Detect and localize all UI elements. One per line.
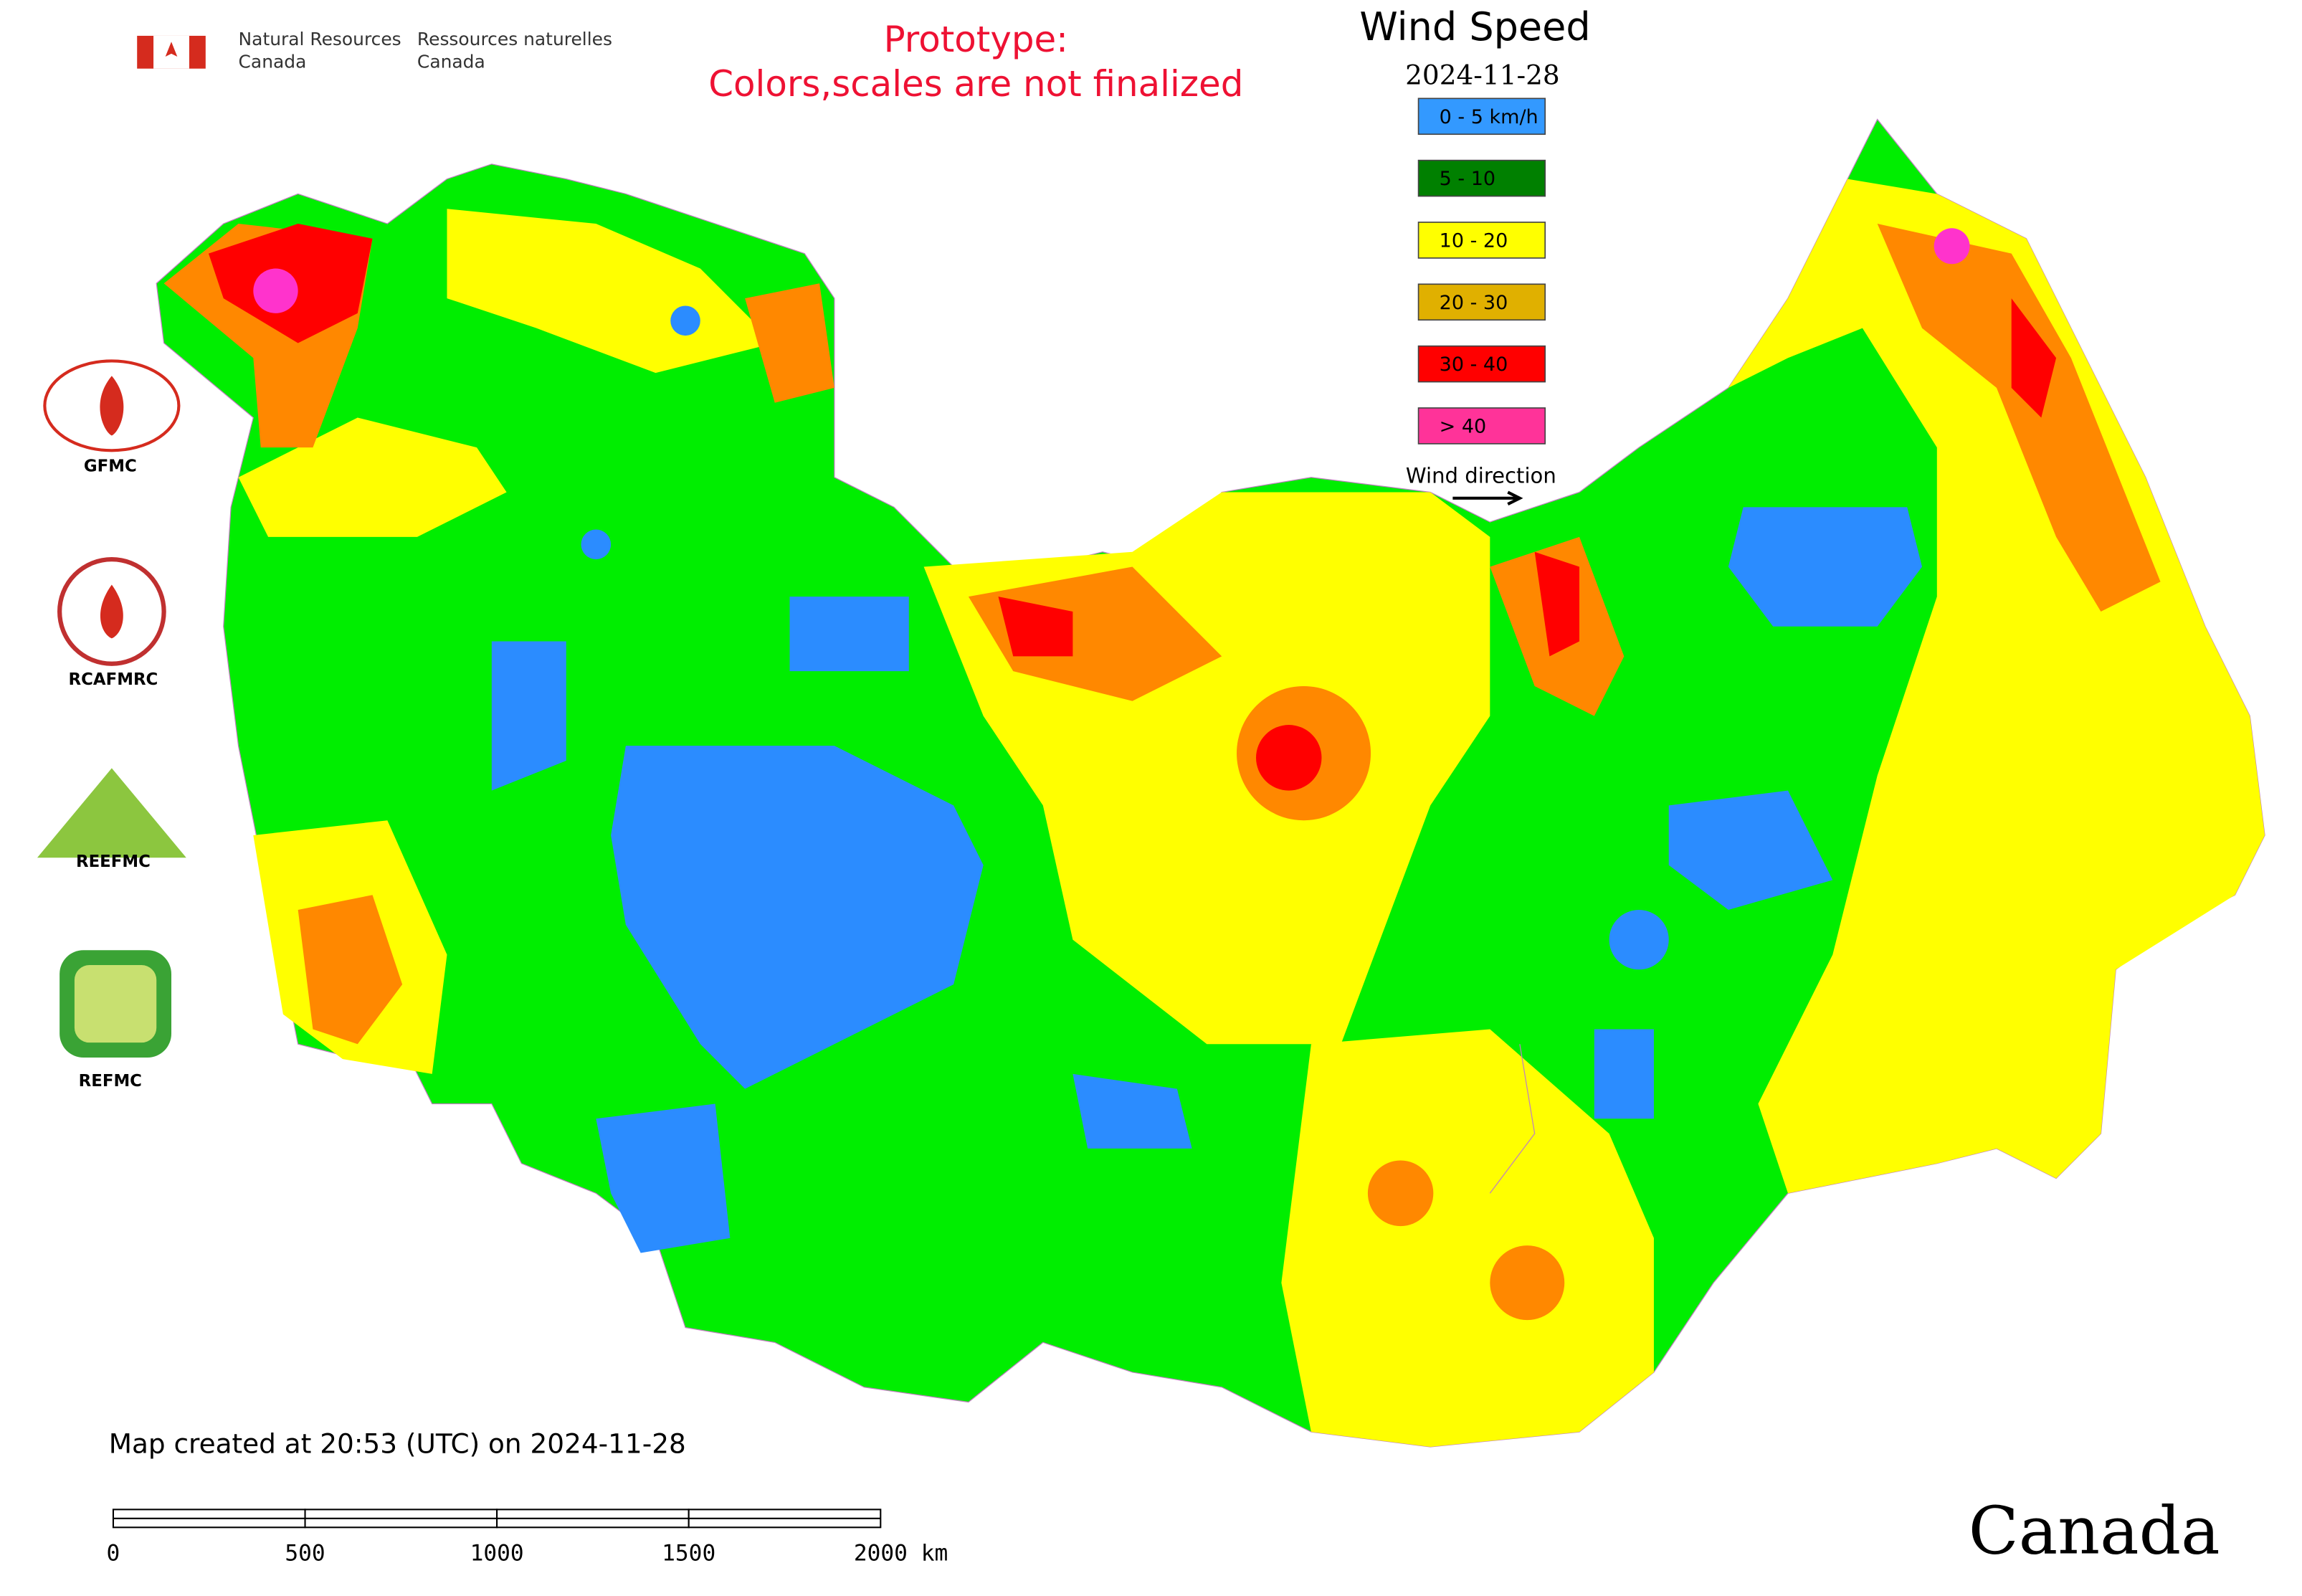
region-blue	[596, 1103, 731, 1253]
scale-label: 500	[285, 1541, 325, 1567]
logo-label: RCAFMRC	[69, 670, 158, 689]
region-magenta	[253, 268, 298, 313]
region-blue	[581, 529, 612, 560]
region-yellow	[238, 417, 507, 537]
map	[156, 118, 2265, 1448]
notice: Colors,scales are not finalized	[708, 63, 1243, 105]
region-orange	[298, 895, 403, 1045]
scale-bar: 0 500 1000 1500 2000 km	[107, 1509, 948, 1567]
legend-label: 0 - 5 km/h	[1440, 106, 1538, 128]
region-red	[1534, 551, 1580, 657]
legend-title: Wind Speed	[1359, 4, 1590, 49]
direction-arrow	[1452, 490, 1523, 506]
region-magenta	[1934, 228, 1970, 265]
region-yellow	[1728, 179, 2265, 1194]
logo-reefmc	[37, 768, 186, 858]
region-orange	[745, 283, 834, 403]
agency-fr: Canada	[417, 51, 485, 72]
timestamp: Map created at 20:53 (UTC) on 2024-11-28	[109, 1428, 686, 1459]
region-blue	[670, 305, 700, 336]
region-blue	[1728, 507, 1923, 627]
coast	[1489, 1044, 1536, 1194]
legend-label: 10 - 20	[1440, 230, 1508, 252]
legend-swatch	[1417, 98, 1546, 136]
legend-date: 2024-11-28	[1405, 60, 1560, 91]
logo-refmc	[74, 965, 157, 1043]
scale-label: 0	[107, 1541, 120, 1567]
scale-label: 2000 km	[854, 1541, 948, 1567]
direction-label: Wind direction	[1406, 464, 1556, 488]
logo-rcafmrc	[100, 584, 123, 639]
logo-label: REEFMC	[76, 852, 151, 871]
logo-label: GFMC	[84, 457, 137, 476]
legend-swatch	[1417, 407, 1546, 445]
region-yellow	[1281, 1029, 1654, 1447]
agency-en: Canada	[239, 51, 307, 72]
wordmark: Canada	[1969, 1493, 2220, 1569]
agency-en: Natural Resources	[239, 29, 401, 49]
region-orange	[1490, 1245, 1565, 1321]
region-blue	[1609, 910, 1669, 970]
scale-label: 1000	[470, 1541, 524, 1567]
logo-gfmc	[100, 376, 124, 436]
logos: GFMC RCAFMRC REEFMC REFMC	[37, 359, 186, 1091]
legend-swatch	[1417, 222, 1546, 259]
region-blue	[1594, 1029, 1654, 1119]
legend-label: 20 - 30	[1440, 292, 1508, 314]
legend-swatch	[1417, 159, 1546, 197]
region-orange	[1367, 1160, 1434, 1227]
region-orange	[1877, 224, 2161, 612]
legend-label: 30 - 40	[1440, 353, 1508, 376]
region-blue	[491, 641, 566, 791]
region-red	[2011, 298, 2057, 418]
scale-label: 1500	[662, 1541, 715, 1567]
region-blue	[1072, 1073, 1192, 1149]
agency-signature: Natural Resources Canada Ressources natu…	[137, 29, 612, 72]
region-blue	[611, 746, 984, 1089]
notice: Prototype:	[884, 19, 1068, 60]
region-blue	[789, 597, 909, 672]
logo-label: REFMC	[79, 1072, 142, 1091]
region-orange	[968, 566, 1222, 701]
legend: Wind Speed 2024-11-28 Wind direction 0 -…	[1359, 4, 1591, 506]
legend-label: > 40	[1440, 416, 1487, 438]
region-red	[1256, 725, 1322, 791]
agency-fr: Ressources naturelles	[417, 29, 612, 49]
legend-swatch	[1417, 283, 1546, 321]
region-blue	[1668, 790, 1833, 911]
flag	[165, 42, 178, 57]
legend-swatch	[1417, 345, 1546, 383]
region-red	[998, 597, 1073, 657]
legend-label: 5 - 10	[1440, 168, 1495, 190]
